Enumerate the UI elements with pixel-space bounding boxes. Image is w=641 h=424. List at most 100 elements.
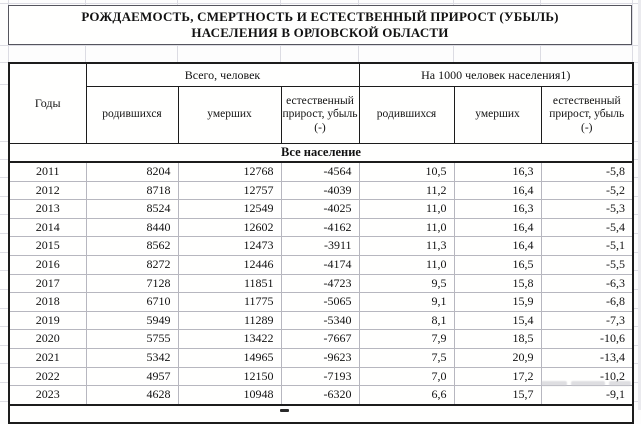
value-cell: 7,5	[358, 347, 455, 368]
value-cell: 11,2	[358, 180, 455, 201]
value-cell: -4723	[280, 273, 360, 294]
table-row: 2023 4628 10948 -6320 6,6 15,7 -9,1	[8, 385, 634, 406]
value-cell: 8440	[85, 217, 179, 238]
value-cell: -4162	[280, 217, 360, 238]
year-cell: 2019	[8, 310, 87, 331]
value-cell: -6320	[280, 385, 360, 406]
value-cell: 11,0	[358, 217, 455, 238]
year-cell: 2018	[8, 292, 87, 312]
value-cell: -7,3	[540, 310, 634, 331]
value-cell: 12602	[177, 217, 282, 238]
value-cell: 8562	[85, 236, 179, 256]
value-cell: 9,5	[358, 273, 455, 294]
table-row: 2020 5755 13422 -7667 7,9 18,5 -10,6	[8, 329, 634, 349]
year-cell: 2017	[8, 273, 87, 294]
value-cell: 18,5	[453, 329, 542, 349]
column-header-natural-change-per-1000: естественный прирост, убыль (-)	[540, 86, 634, 144]
value-cell: 13422	[177, 329, 282, 349]
value-cell: 7,9	[358, 329, 455, 349]
column-header-born-per-1000: родившихся	[358, 86, 455, 144]
value-cell: 8272	[85, 254, 179, 275]
value-cell: 12757	[177, 180, 282, 201]
value-cell: 6710	[85, 292, 179, 312]
value-cell: -5,3	[540, 199, 634, 219]
value-cell: 8524	[85, 199, 179, 219]
value-cell: -5,5	[540, 254, 634, 275]
value-cell: 7128	[85, 273, 179, 294]
table-row: 2019 5949 11289 -5340 8,1 15,4 -7,3	[8, 310, 634, 331]
value-cell: 4628	[85, 385, 179, 406]
value-cell: -3911	[280, 236, 360, 256]
year-cell: 2016	[8, 254, 87, 275]
column-header-died-per-1000: умерших	[453, 86, 542, 144]
column-header-natural-change-total: естественный прирост, убыль (-)	[280, 86, 360, 144]
value-cell: 17,2	[453, 366, 542, 387]
value-cell: -4025	[280, 199, 360, 219]
value-cell: 7,0	[358, 366, 455, 387]
value-cell: -7667	[280, 329, 360, 349]
table-body: 2011 8204 12768 -4564 10,5 16,3 -5,8 2012 8718 12…	[8, 161, 634, 406]
value-cell: 15,7	[453, 385, 542, 406]
value-cell: -5,1	[540, 236, 634, 256]
clipped-next-section-row	[9, 403, 634, 423]
value-cell: 15,8	[453, 273, 542, 294]
watermark	[541, 379, 637, 387]
value-cell: 5342	[85, 347, 179, 368]
value-cell: -9,1	[540, 385, 634, 406]
value-cell: 11,3	[358, 236, 455, 256]
table-row: 2021 5342 14965 -9623 7,5 20,9 -13,4	[8, 347, 634, 368]
population-statistics-table: Годы Всего, человек На 1000 человек насе…	[8, 62, 635, 424]
gridline	[0, 3, 641, 4]
value-cell: 11289	[177, 310, 282, 331]
value-cell: 8204	[85, 161, 179, 182]
year-cell: 2012	[8, 180, 87, 201]
value-cell: 14965	[177, 347, 282, 368]
year-cell: 2014	[8, 217, 87, 238]
value-cell: 11,0	[358, 254, 455, 275]
table-row: 2016 8272 12446 -4174 11,0 16,5 -5,5	[8, 254, 634, 275]
value-cell: 20,9	[453, 347, 542, 368]
year-cell: 2020	[8, 329, 87, 349]
value-cell: -5,4	[540, 217, 634, 238]
value-cell: 16,5	[453, 254, 542, 275]
value-cell: -4039	[280, 180, 360, 201]
value-cell: 12768	[177, 161, 282, 182]
value-cell: 16,4	[453, 236, 542, 256]
value-cell: 10948	[177, 385, 282, 406]
value-cell: 4957	[85, 366, 179, 387]
year-cell: 2022	[8, 366, 87, 387]
page-right-edge	[638, 0, 641, 410]
section-header-all-population: Все население	[9, 143, 634, 163]
table-title-block: РОЖДАЕМОСТЬ, СМЕРТНОСТЬ И ЕСТЕСТВЕННЫЙ П…	[8, 5, 632, 45]
value-cell: -5340	[280, 310, 360, 331]
year-cell: 2021	[8, 347, 87, 368]
table-row: 2017 7128 11851 -4723 9,5 15,8 -6,3	[8, 273, 634, 294]
value-cell: -9623	[280, 347, 360, 368]
value-cell: 16,4	[453, 217, 542, 238]
table-row: 2022 4957 12150 -7193 7,0 17,2 -10,2	[8, 366, 634, 387]
gridline	[0, 45, 641, 46]
value-cell: 9,1	[358, 292, 455, 312]
value-cell: 10,5	[358, 161, 455, 182]
value-cell: 16,3	[453, 199, 542, 219]
table-row: 2011 8204 12768 -4564 10,5 16,3 -5,8	[8, 161, 634, 182]
value-cell: -4174	[280, 254, 360, 275]
column-header-born-total: родившихся	[85, 86, 179, 144]
value-cell: 8718	[85, 180, 179, 201]
year-cell: 2015	[8, 236, 87, 256]
page-title: РОЖДАЕМОСТЬ, СМЕРТНОСТЬ И ЕСТЕСТВЕННЫЙ П…	[81, 9, 559, 40]
value-cell: 6,6	[358, 385, 455, 406]
column-group-per-1000: На 1000 человек населения1)	[358, 62, 634, 87]
value-cell: 8,1	[358, 310, 455, 331]
value-cell: 16,4	[453, 180, 542, 201]
value-cell: -6,3	[540, 273, 634, 294]
value-cell: -5,2	[540, 180, 634, 201]
year-cell: 2023	[8, 385, 87, 406]
table-row: 2015 8562 12473 -3911 11,3 16,4 -5,1	[8, 236, 634, 256]
value-cell: -4564	[280, 161, 360, 182]
cutoff-text-fragment	[280, 408, 289, 412]
value-cell: 12473	[177, 236, 282, 256]
table-row: 2018 6710 11775 -5065 9,1 15,9 -6,8	[8, 292, 634, 312]
value-cell: -5065	[280, 292, 360, 312]
value-cell: 12446	[177, 254, 282, 275]
